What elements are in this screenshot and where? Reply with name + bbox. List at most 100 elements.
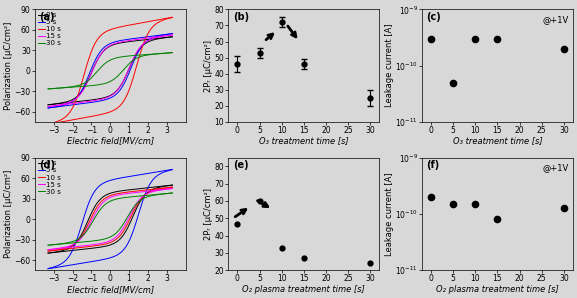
15 s: [169, 33, 176, 37]
Y-axis label: Leakage current [A]: Leakage current [A]: [385, 172, 394, 256]
Text: (d): (d): [39, 160, 55, 170]
15 s: [123, 221, 130, 224]
0 s: [94, 97, 101, 101]
Line: 10 s: 10 s: [48, 187, 173, 251]
30 s: [44, 243, 51, 247]
5 s: [134, 51, 141, 55]
5 s: [135, 213, 142, 216]
30 s: [59, 242, 66, 246]
Legend: 0 s, 5 s, 10 s, 15 s, 30 s: 0 s, 5 s, 10 s, 15 s, 30 s: [37, 11, 62, 47]
X-axis label: O₃ treatment time [s]: O₃ treatment time [s]: [259, 136, 349, 145]
30 s: [59, 86, 66, 90]
Line: 15 s: 15 s: [48, 189, 173, 250]
15 s: [44, 248, 51, 252]
Text: (c): (c): [426, 12, 441, 22]
Y-axis label: 2Pᵣ [μC/cm²]: 2Pᵣ [μC/cm²]: [204, 40, 213, 92]
Text: @+1V: @+1V: [542, 15, 568, 24]
10 s: [85, 245, 92, 249]
Line: 0 s: 0 s: [48, 37, 173, 105]
X-axis label: O₃ treatment time [s]: O₃ treatment time [s]: [452, 136, 542, 145]
0 s: [59, 101, 66, 105]
10 s: [94, 114, 101, 117]
Y-axis label: Polarization [μC/cm²]: Polarization [μC/cm²]: [4, 170, 13, 258]
Line: 30 s: 30 s: [48, 53, 173, 89]
5 s: [123, 77, 130, 81]
5 s: [169, 168, 176, 172]
30 s: [135, 56, 142, 59]
10 s: [85, 115, 92, 119]
10 s: [44, 249, 51, 253]
0 s: [134, 49, 141, 53]
0 s: [134, 204, 141, 208]
10 s: [59, 248, 66, 251]
X-axis label: Electric field[MV/cm]: Electric field[MV/cm]: [67, 136, 154, 145]
10 s: [59, 120, 66, 123]
5 s: [59, 104, 66, 108]
Text: (f): (f): [426, 160, 440, 170]
Line: 30 s: 30 s: [48, 193, 173, 245]
15 s: [135, 199, 142, 203]
0 s: [59, 250, 66, 253]
Line: 15 s: 15 s: [48, 35, 173, 107]
5 s: [85, 101, 92, 105]
10 s: [169, 185, 176, 189]
Line: 0 s: 0 s: [48, 185, 173, 253]
0 s: [135, 49, 142, 52]
Text: (e): (e): [233, 160, 249, 170]
Y-axis label: Leakage current [A]: Leakage current [A]: [385, 24, 394, 108]
Y-axis label: 2Pᵣ [μC/cm²]: 2Pᵣ [μC/cm²]: [204, 188, 213, 240]
Y-axis label: Polarization [μC/cm²]: Polarization [μC/cm²]: [4, 21, 13, 110]
X-axis label: Electric field[MV/cm]: Electric field[MV/cm]: [67, 285, 154, 294]
10 s: [123, 95, 130, 98]
10 s: [135, 201, 142, 204]
Legend: 0 s, 5 s, 10 s, 15 s, 30 s: 0 s, 5 s, 10 s, 15 s, 30 s: [37, 160, 62, 195]
Text: (a): (a): [39, 12, 55, 22]
0 s: [44, 251, 51, 255]
Line: 5 s: 5 s: [48, 34, 173, 108]
0 s: [44, 103, 51, 107]
Line: 10 s: 10 s: [48, 18, 173, 124]
5 s: [94, 259, 101, 263]
5 s: [59, 265, 66, 268]
15 s: [134, 49, 141, 52]
5 s: [169, 32, 176, 35]
15 s: [44, 105, 51, 108]
10 s: [44, 122, 51, 126]
5 s: [135, 50, 142, 53]
30 s: [134, 201, 141, 204]
30 s: [44, 87, 51, 91]
15 s: [59, 246, 66, 250]
10 s: [134, 60, 141, 63]
5 s: [123, 244, 130, 248]
5 s: [44, 267, 51, 271]
10 s: [169, 16, 176, 19]
5 s: [85, 260, 92, 264]
0 s: [123, 229, 130, 232]
10 s: [134, 202, 141, 205]
15 s: [123, 73, 130, 77]
5 s: [134, 215, 141, 218]
30 s: [169, 51, 176, 55]
0 s: [85, 99, 92, 102]
Line: 5 s: 5 s: [48, 170, 173, 269]
30 s: [94, 83, 101, 87]
30 s: [135, 200, 142, 204]
30 s: [85, 240, 92, 243]
30 s: [134, 56, 141, 59]
15 s: [94, 242, 101, 246]
10 s: [123, 225, 130, 228]
Text: (b): (b): [233, 12, 249, 22]
0 s: [169, 35, 176, 38]
X-axis label: O₂ plasma treatment time [s]: O₂ plasma treatment time [s]: [242, 285, 365, 294]
0 s: [123, 73, 130, 77]
30 s: [85, 84, 92, 88]
10 s: [94, 244, 101, 247]
30 s: [94, 239, 101, 242]
0 s: [169, 183, 176, 187]
5 s: [94, 100, 101, 103]
30 s: [123, 65, 130, 68]
15 s: [135, 48, 142, 51]
30 s: [123, 217, 130, 221]
15 s: [59, 103, 66, 107]
30 s: [169, 191, 176, 195]
